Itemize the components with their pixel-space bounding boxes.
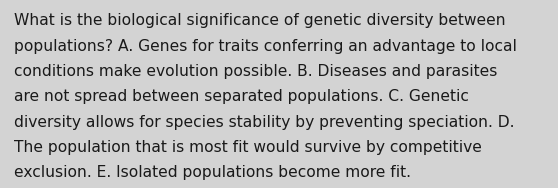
Text: diversity allows for species stability by preventing speciation. D.: diversity allows for species stability b… — [14, 115, 514, 130]
Text: are not spread between separated populations. C. Genetic: are not spread between separated populat… — [14, 89, 469, 104]
Text: conditions make evolution possible. B. Diseases and parasites: conditions make evolution possible. B. D… — [14, 64, 497, 79]
Text: exclusion. E. Isolated populations become more fit.: exclusion. E. Isolated populations becom… — [14, 165, 411, 180]
Text: populations? A. Genes for traits conferring an advantage to local: populations? A. Genes for traits conferr… — [14, 39, 517, 54]
Text: The population that is most fit would survive by competitive: The population that is most fit would su… — [14, 140, 482, 155]
Text: What is the biological significance of genetic diversity between: What is the biological significance of g… — [14, 13, 506, 28]
